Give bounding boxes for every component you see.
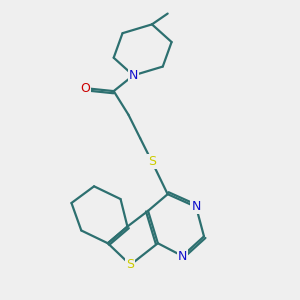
Text: O: O (80, 82, 90, 95)
Text: N: N (178, 250, 187, 262)
Text: S: S (148, 155, 156, 168)
Text: N: N (129, 69, 138, 82)
Text: S: S (126, 258, 134, 271)
Text: N: N (191, 200, 201, 213)
